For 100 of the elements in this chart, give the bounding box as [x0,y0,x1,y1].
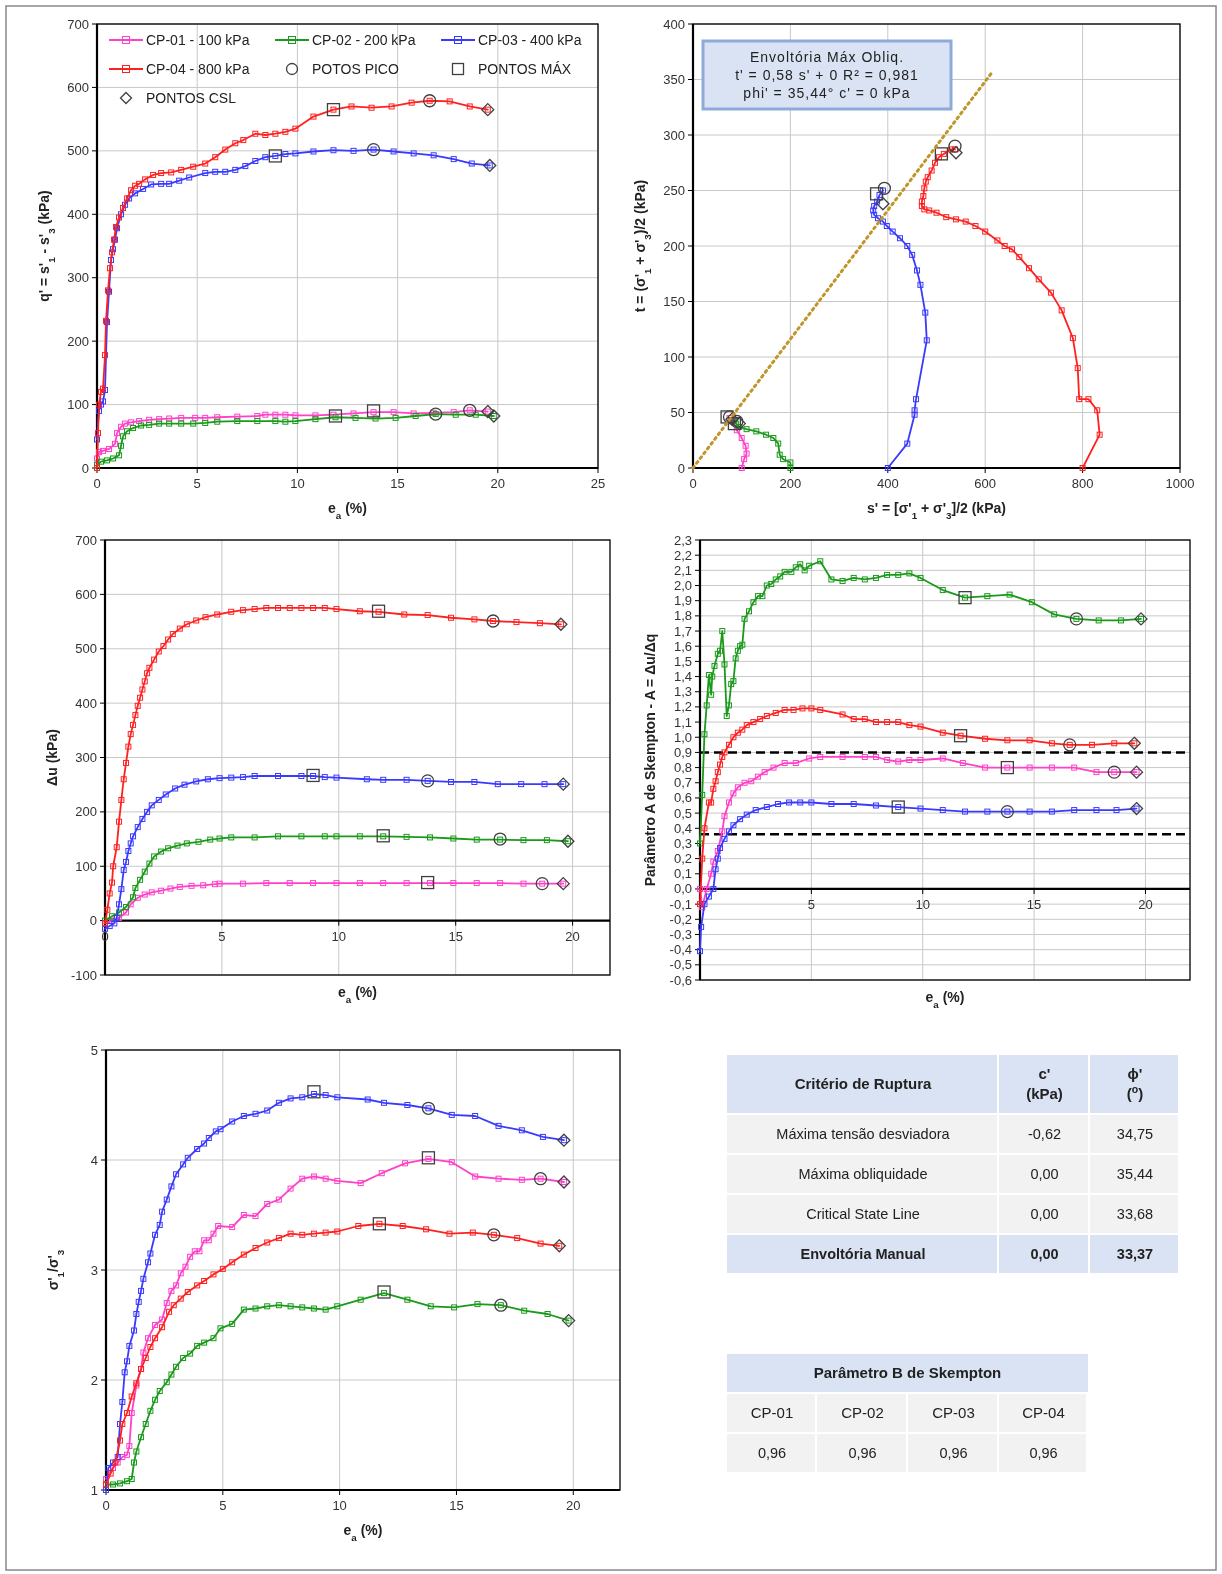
point [772,709,779,716]
point [96,407,102,414]
point [1035,276,1042,283]
point [133,1448,140,1455]
point [232,166,239,173]
point [299,1175,306,1182]
point [739,726,746,733]
point [322,1306,329,1313]
point [520,837,527,844]
point [872,753,879,760]
point [127,840,134,847]
point [194,1146,201,1152]
point [708,799,715,806]
point [917,805,924,812]
point [699,791,706,798]
point [741,456,748,463]
point [234,418,241,425]
point [817,558,824,565]
point [163,1379,170,1386]
point [188,882,195,889]
point [719,628,726,635]
point [708,870,715,877]
x-tick-label: 10 [332,1498,347,1513]
point [240,1306,247,1313]
x-tick-label: 15 [449,1498,464,1513]
point [1000,804,1015,819]
point [1000,760,1015,775]
point [972,223,979,230]
point [137,694,144,701]
point [871,211,878,218]
point [166,1308,173,1315]
point [124,1451,131,1458]
point [122,420,129,427]
point [310,880,317,887]
point [116,909,123,916]
point [95,430,101,437]
legend-label: CP-02 - 200 kPa [312,32,416,48]
point [377,1285,391,1299]
point [1127,736,1141,750]
point [870,207,877,214]
point [156,1221,163,1228]
point [201,1339,208,1346]
point [363,776,370,783]
x-axis-title: e$_{a}$ (%) [925,989,965,1010]
point [714,848,721,855]
point [254,412,261,419]
text: 35,44 [1116,1166,1154,1182]
point [768,581,775,587]
point [252,158,259,165]
point [333,774,340,781]
point [148,181,155,188]
point [494,781,501,788]
point [126,1443,133,1449]
point [127,731,134,738]
point [217,1126,224,1133]
point [939,587,946,594]
point [263,880,270,887]
point [390,409,397,416]
point [275,1099,282,1106]
category-label: CP-02 [841,1404,884,1421]
point [287,1095,294,1102]
point [920,193,927,200]
point [446,98,453,105]
point [543,837,550,844]
point [140,1349,147,1356]
point [1048,764,1055,771]
point [322,1175,329,1182]
point [850,574,857,581]
text: Parâmetro B de Skempton [813,1364,1002,1381]
point [424,612,431,619]
point [356,608,363,615]
point [497,880,504,887]
point [312,412,319,419]
point [356,833,363,840]
point [817,706,824,713]
point [139,686,146,693]
point [193,778,200,785]
point [962,218,969,225]
point [928,167,935,174]
point [286,604,293,611]
point [322,1229,329,1236]
point [471,778,478,785]
point [181,781,188,788]
y-tick-label: 1,9 [673,593,692,609]
point [264,1201,271,1207]
text: 0,00 [1030,1166,1059,1182]
point [446,1230,453,1237]
point [169,631,176,638]
point [352,414,359,421]
point [839,753,846,760]
point [714,769,721,776]
point [1069,335,1076,342]
y-tick-label: 0 [89,913,97,929]
point [310,1305,317,1312]
point [190,420,197,427]
point [183,621,190,628]
point [703,702,710,709]
point [167,885,174,892]
point [146,421,153,428]
point [138,1434,145,1441]
